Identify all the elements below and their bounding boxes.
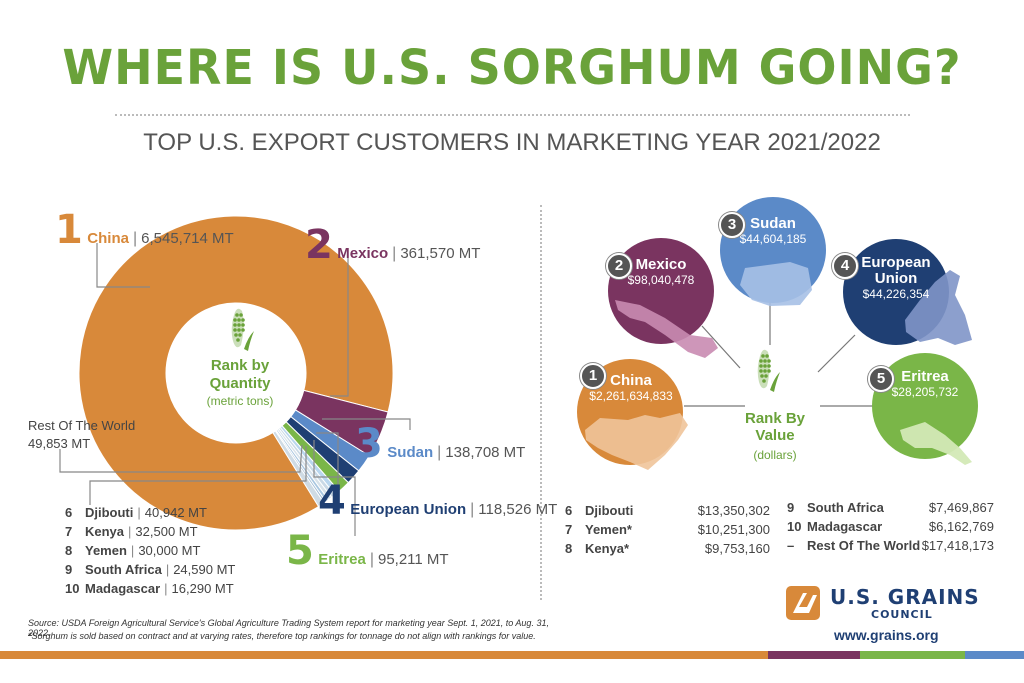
footer-source: Source: USDA Foreign Agricultural Servic… bbox=[28, 618, 549, 638]
list-item: 10 Madagascar | 16,290 MT bbox=[65, 581, 234, 596]
value-center-unit: (dollars) bbox=[753, 448, 797, 462]
value-rank-badge-2: 2 bbox=[606, 253, 632, 279]
value-circle-eritrea bbox=[872, 353, 978, 459]
sorghum-icon bbox=[757, 349, 780, 392]
bottom-color-bar bbox=[0, 651, 1024, 659]
value-others-list-left: 6 Djibouti $13,350,302 7 Yemen* $10,251,300 … bbox=[565, 501, 770, 558]
page-subtitle: TOP U.S. EXPORT CUSTOMERS IN MARKETING Y… bbox=[143, 129, 881, 156]
leader-sudan bbox=[322, 418, 411, 430]
list-item: 8 Kenya* $9,753,160 bbox=[565, 541, 770, 556]
qty-rank-3: 3 bbox=[355, 421, 383, 467]
donut-slice-rest-of-the-world bbox=[272, 430, 325, 508]
sudan-map-shape bbox=[740, 262, 812, 306]
value-connector-lines bbox=[684, 300, 875, 407]
qty-name-1: China bbox=[87, 230, 129, 247]
leader-others bbox=[89, 446, 307, 505]
mexico-map-shape bbox=[615, 300, 718, 358]
qty-callout-2: 2 Mexico | 361,570 MT bbox=[305, 222, 481, 268]
qty-callout-4: 4 European Union | 118,526 MT bbox=[318, 478, 558, 524]
donut-leader-lines bbox=[59, 243, 411, 536]
list-item: 9 South Africa | 24,590 MT bbox=[65, 562, 236, 577]
china-map-shape bbox=[585, 413, 688, 470]
quantity-center-label: Rank by Quantity (metric tons) bbox=[190, 357, 290, 409]
qty-others-list: 6 Djibouti | 40,942 MT 7 Kenya | 32,500 MT 8 Ye… bbox=[65, 503, 235, 598]
qty-callout-5: 5 Eritrea | 95,211 MT bbox=[286, 528, 449, 574]
value-center-title-2: Value bbox=[755, 427, 795, 444]
leader-mexico bbox=[330, 258, 349, 397]
qty-value-3: 138,708 MT bbox=[445, 444, 526, 461]
qty-callout-3: 3 Sudan | 138,708 MT bbox=[355, 421, 526, 467]
qty-value-5: 95,211 MT bbox=[377, 551, 449, 568]
qty-rest-value: 49,853 MT bbox=[28, 436, 91, 451]
qty-rank-5: 5 bbox=[286, 528, 314, 574]
qty-value-1: 6,545,714 MT bbox=[141, 230, 234, 247]
section-divider bbox=[540, 205, 542, 600]
qty-name-2: Mexico bbox=[337, 245, 389, 262]
eu-map-shape bbox=[905, 270, 972, 345]
value-rank-badge-1: 1 bbox=[580, 363, 606, 389]
leader-rest bbox=[59, 444, 303, 473]
list-item: 6 Djibouti | 40,942 MT bbox=[65, 505, 207, 520]
value-rank-badge-4: 4 bbox=[832, 253, 858, 279]
value-label-4: European Union $44,226,354 bbox=[861, 254, 931, 302]
leader-china bbox=[96, 243, 150, 288]
qty-value-4: 118,526 MT bbox=[478, 501, 558, 518]
value-label-5: Eritrea $28,205,732 bbox=[891, 368, 959, 399]
sorghum-icon bbox=[231, 308, 254, 351]
quantity-center-unit: (metric tons) bbox=[206, 394, 274, 408]
value-label-2: Mexico $98,040,478 bbox=[627, 256, 695, 287]
org-name-sub: COUNCIL bbox=[871, 608, 933, 621]
value-circles-graphic bbox=[577, 197, 978, 470]
qty-name-5: Eritrea bbox=[318, 551, 366, 568]
quantity-center-title-1: Rank by bbox=[210, 357, 270, 374]
org-url[interactable]: www.grains.org bbox=[834, 627, 939, 643]
qty-rest: Rest Of The World 49,853 MT bbox=[28, 417, 135, 453]
donut-slices bbox=[78, 215, 394, 531]
qty-value-2: 361,570 MT bbox=[400, 245, 481, 262]
org-name: U.S. GRAINS bbox=[830, 585, 980, 609]
title-divider bbox=[115, 114, 910, 116]
value-label-3: Sudan $44,604,185 bbox=[739, 215, 807, 246]
qty-name-4: European Union bbox=[350, 501, 467, 518]
list-item: 7 Kenya | 32,500 MT bbox=[65, 524, 198, 539]
page-title: WHERE IS U.S. SORGHUM GOING? bbox=[62, 38, 962, 96]
qty-name-3: Sudan bbox=[387, 444, 434, 461]
value-center-title-1: Rank By bbox=[744, 410, 806, 427]
leader-eritrea bbox=[313, 440, 356, 536]
value-center-label: Rank By Value (dollars) bbox=[730, 410, 820, 466]
list-item: 8 Yemen | 30,000 MT bbox=[65, 543, 201, 558]
leader-eu bbox=[316, 432, 339, 489]
qty-callout-1: 1 China | 6,545,714 MT bbox=[55, 207, 234, 253]
value-rank-badge-5: 5 bbox=[868, 366, 894, 392]
list-item: 9 South Africa $7,469,867 bbox=[787, 500, 994, 515]
donut-slice-china bbox=[78, 215, 394, 531]
quantity-donut-chart bbox=[59, 215, 411, 536]
qty-rest-label: Rest Of The World bbox=[28, 418, 136, 433]
list-item: – Rest Of The World $17,418,173 bbox=[787, 538, 994, 553]
value-rank-badge-3: 3 bbox=[719, 212, 745, 238]
grains-council-logo-icon bbox=[786, 586, 820, 620]
list-item: 10 Madagascar $6,162,769 bbox=[787, 519, 994, 534]
footer-note: *Sorghum is sold based on contract and a… bbox=[28, 631, 536, 641]
qty-rank-2: 2 bbox=[305, 222, 333, 268]
qty-rank-4: 4 bbox=[318, 478, 346, 524]
qty-rank-1: 1 bbox=[55, 207, 83, 253]
value-others-list-right: 9 South Africa $7,469,867 10 Madagascar $6,1… bbox=[787, 498, 994, 555]
list-item: 7 Yemen* $10,251,300 bbox=[565, 522, 770, 537]
list-item: 6 Djibouti $13,350,302 bbox=[565, 503, 770, 518]
eritrea-map-shape bbox=[900, 422, 972, 465]
quantity-center-title-2: Quantity bbox=[209, 375, 271, 392]
value-label-1: China $2,261,634,833 bbox=[589, 372, 673, 403]
